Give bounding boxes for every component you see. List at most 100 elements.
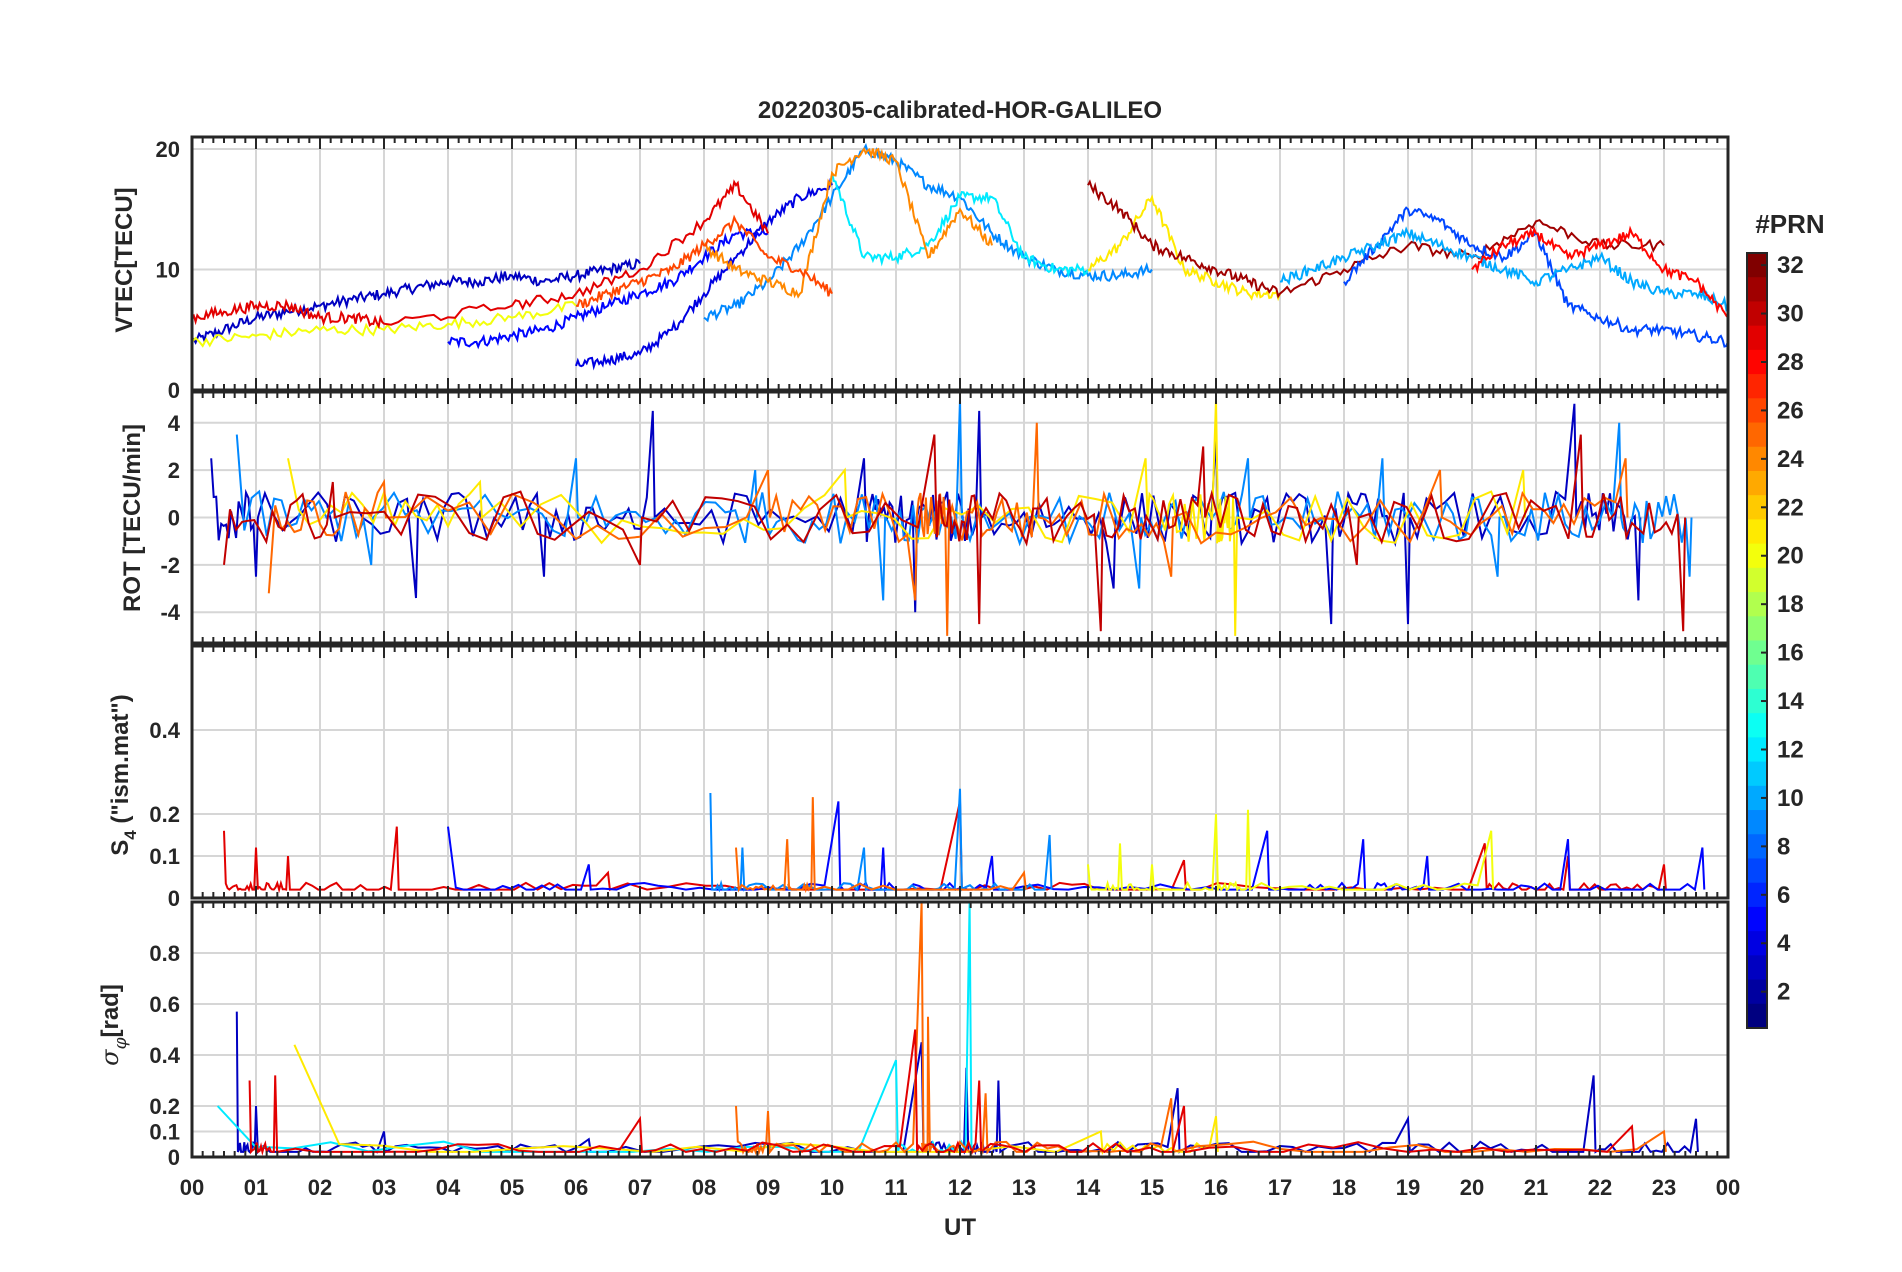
colorbar-segment	[1747, 374, 1767, 399]
colorbar-segment	[1747, 906, 1767, 932]
series-line-prn-25	[267, 422, 1629, 636]
ylabel-rot: ROT [TECU/min]	[119, 424, 146, 612]
y-tick-label: 0	[168, 378, 180, 403]
x-tick-label: 17	[1268, 1175, 1292, 1200]
colorbar-tick-label: 6	[1777, 882, 1790, 909]
colorbar-tick-label: 32	[1777, 252, 1804, 279]
x-tick-label: 09	[756, 1175, 780, 1200]
y-tick-label: 0.1	[149, 1120, 180, 1145]
x-tick-label: 05	[500, 1175, 524, 1200]
y-tick-label: 4	[168, 411, 181, 436]
panel-sigma-phi: σφ[rad] 00.10.2 0.4 0.6 0.8	[96, 900, 1730, 1170]
series-line-prn-3	[192, 258, 641, 345]
colorbar-tick-label: 8	[1777, 833, 1790, 860]
x-tick-label: 08	[692, 1175, 716, 1200]
colorbar-tick-label: 24	[1777, 446, 1804, 473]
series-group	[223, 788, 1706, 894]
colorbar-tick-label: 22	[1777, 494, 1804, 521]
x-tick-label: 02	[308, 1175, 332, 1200]
colorbar-tick-label: 16	[1777, 640, 1804, 667]
colorbar-segment	[1747, 301, 1767, 327]
y-tick-label: 20	[156, 137, 180, 162]
colorbar-segment	[1747, 713, 1767, 738]
x-tick-label: 18	[1332, 1175, 1356, 1200]
x-tick-label: 19	[1396, 1175, 1420, 1200]
colorbar-tick-label: 18	[1777, 591, 1804, 618]
figure-title: 20220305-calibrated-HOR-GALILEO	[758, 97, 1162, 124]
y-tick-label: 0	[168, 506, 180, 531]
series-line-prn-12	[831, 172, 1089, 279]
series-line-prn-20	[192, 300, 577, 348]
colorbar-segment	[1747, 979, 1767, 1005]
series-line-prn-21	[293, 1044, 1219, 1156]
x-tick-label: 16	[1204, 1175, 1228, 1200]
x-tick-label: 22	[1588, 1175, 1612, 1200]
series-line-prn-26	[575, 214, 833, 309]
colorbar-segment	[1747, 640, 1767, 666]
colorbar-segment	[1747, 349, 1767, 375]
colorbar-segment	[1747, 446, 1767, 472]
x-tick-label: 07	[628, 1175, 652, 1200]
x-tick-label: 20	[1460, 1175, 1484, 1200]
colorbar-tick-label: 2	[1777, 979, 1790, 1006]
colorbar-tick-label: 12	[1777, 736, 1804, 763]
colorbar-segment	[1747, 882, 1767, 908]
colorbar-segment	[1747, 616, 1767, 642]
series-line-prn-9	[235, 399, 1693, 601]
y-tick-label: 2	[168, 458, 180, 483]
colorbar-segment	[1747, 519, 1767, 545]
y-tick-label: 10	[156, 258, 180, 283]
colorbar-segment	[1747, 761, 1767, 787]
series-line-prn-9	[703, 142, 1153, 323]
panel-rot: ROT [TECU/min] -4 -2 0 2 4	[119, 390, 1730, 645]
colorbar-segment	[1747, 567, 1767, 593]
colorbar-segment	[1747, 495, 1767, 521]
x-tick-label: 23	[1652, 1175, 1676, 1200]
series-line-prn-4	[575, 177, 833, 371]
colorbar-segment	[1747, 858, 1767, 884]
x-axis-label: UT	[944, 1214, 976, 1241]
ylabel-s4-main: S	[107, 840, 134, 856]
colorbar-segment	[1747, 422, 1767, 448]
series-line-prn-20	[1087, 809, 1495, 892]
panel-vtec: VTEC[TECU] 0 10 20	[111, 135, 1730, 403]
series-line-prn-24	[703, 146, 993, 299]
series-group	[216, 902, 1699, 1156]
y-tick-label: -2	[160, 553, 180, 578]
x-tick-label: 04	[436, 1175, 461, 1200]
colorbar-segment	[1747, 253, 1767, 278]
colorbar-tick-label: 14	[1777, 688, 1804, 715]
x-tick-label: 00	[180, 1175, 204, 1200]
x-tick-label: 10	[820, 1175, 844, 1200]
x-tick-label: 03	[372, 1175, 396, 1200]
y-tick-label: -4	[160, 600, 180, 625]
colorbar-tick-label: 30	[1777, 301, 1804, 328]
ylabel-sigma-main: σ	[96, 1049, 124, 1066]
y-tick-label: 0	[168, 1145, 180, 1170]
ylabel-sigma-phi: σφ[rad]	[96, 984, 131, 1066]
x-tick-label: 21	[1524, 1175, 1548, 1200]
colorbar-segment	[1747, 834, 1767, 860]
series-group	[192, 142, 1728, 371]
y-tick-label: 0.4	[149, 718, 180, 743]
x-tick-label: 01	[244, 1175, 268, 1200]
colorbar-frame	[1746, 252, 1768, 1029]
ylabel-vtec: VTEC[TECU]	[111, 187, 138, 332]
series-line-prn-29	[248, 1029, 1635, 1156]
colorbar-segment	[1747, 398, 1767, 424]
ylabel-sigma-rest: [rad]	[97, 984, 124, 1037]
colorbar-segment	[1747, 737, 1767, 763]
colorbar-segment	[1747, 277, 1767, 303]
colorbar-tick-label: 20	[1777, 543, 1804, 570]
y-tick-label: 0.1	[149, 844, 180, 869]
series-line-prn-12	[216, 902, 973, 1154]
x-tick-label: 00	[1716, 1175, 1740, 1200]
colorbar-tick-label: 28	[1777, 349, 1804, 376]
colorbar-segment	[1747, 955, 1767, 981]
series-line-prn-28	[1471, 225, 1728, 319]
colorbar-segment	[1747, 592, 1767, 617]
x-tick-label: 13	[1012, 1175, 1036, 1200]
colorbar-segment	[1747, 1003, 1767, 1029]
